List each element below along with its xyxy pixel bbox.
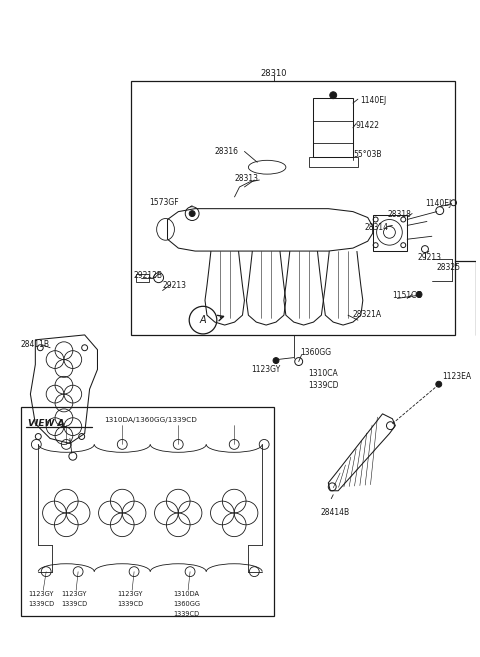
Text: 1123GY: 1123GY [61,591,87,597]
Text: 1310DA/1360GG/1339CD: 1310DA/1360GG/1339CD [104,417,197,423]
Text: 1310CA: 1310CA [309,369,338,378]
Text: 1123GY: 1123GY [117,591,143,597]
Text: 28414B: 28414B [320,507,349,516]
Circle shape [189,211,195,217]
Circle shape [416,292,422,298]
Text: 1140EJ: 1140EJ [425,199,451,208]
Text: 1123GY: 1123GY [252,365,281,373]
Text: 28321A: 28321A [353,310,382,319]
Text: A: A [200,315,206,325]
Text: VIEW A: VIEW A [28,419,65,428]
Text: 1339CD: 1339CD [309,381,339,390]
Text: 29213: 29213 [417,253,441,262]
Text: 28313: 28313 [235,174,259,183]
Text: 1360GG: 1360GG [300,348,332,357]
Text: 1339CD: 1339CD [117,601,144,607]
Text: 29213: 29213 [163,281,187,290]
Text: 28310: 28310 [261,68,288,78]
Text: 29212B: 29212B [134,271,163,280]
Text: 1339CD: 1339CD [28,601,55,607]
Text: 55°03B: 55°03B [353,150,382,160]
Text: 1339CD: 1339CD [61,601,87,607]
Text: 1310DA: 1310DA [173,591,199,597]
Circle shape [436,381,442,387]
Text: 1123EA: 1123EA [442,373,471,382]
Text: 1360GG: 1360GG [173,601,200,607]
Text: 1123GY: 1123GY [28,591,54,597]
Text: 1339CD: 1339CD [173,611,199,617]
Text: 28314: 28314 [365,223,389,233]
Text: 1151CC: 1151CC [393,290,422,300]
Text: 91422: 91422 [356,121,380,130]
Circle shape [330,92,336,99]
Text: 1573GF: 1573GF [149,198,179,207]
Text: 28318: 28318 [387,210,411,219]
Text: 28325: 28325 [437,263,461,272]
Text: 28316: 28316 [215,148,239,156]
Text: 28411B: 28411B [21,340,49,349]
Circle shape [273,357,279,363]
Text: 1140EJ: 1140EJ [360,96,386,105]
